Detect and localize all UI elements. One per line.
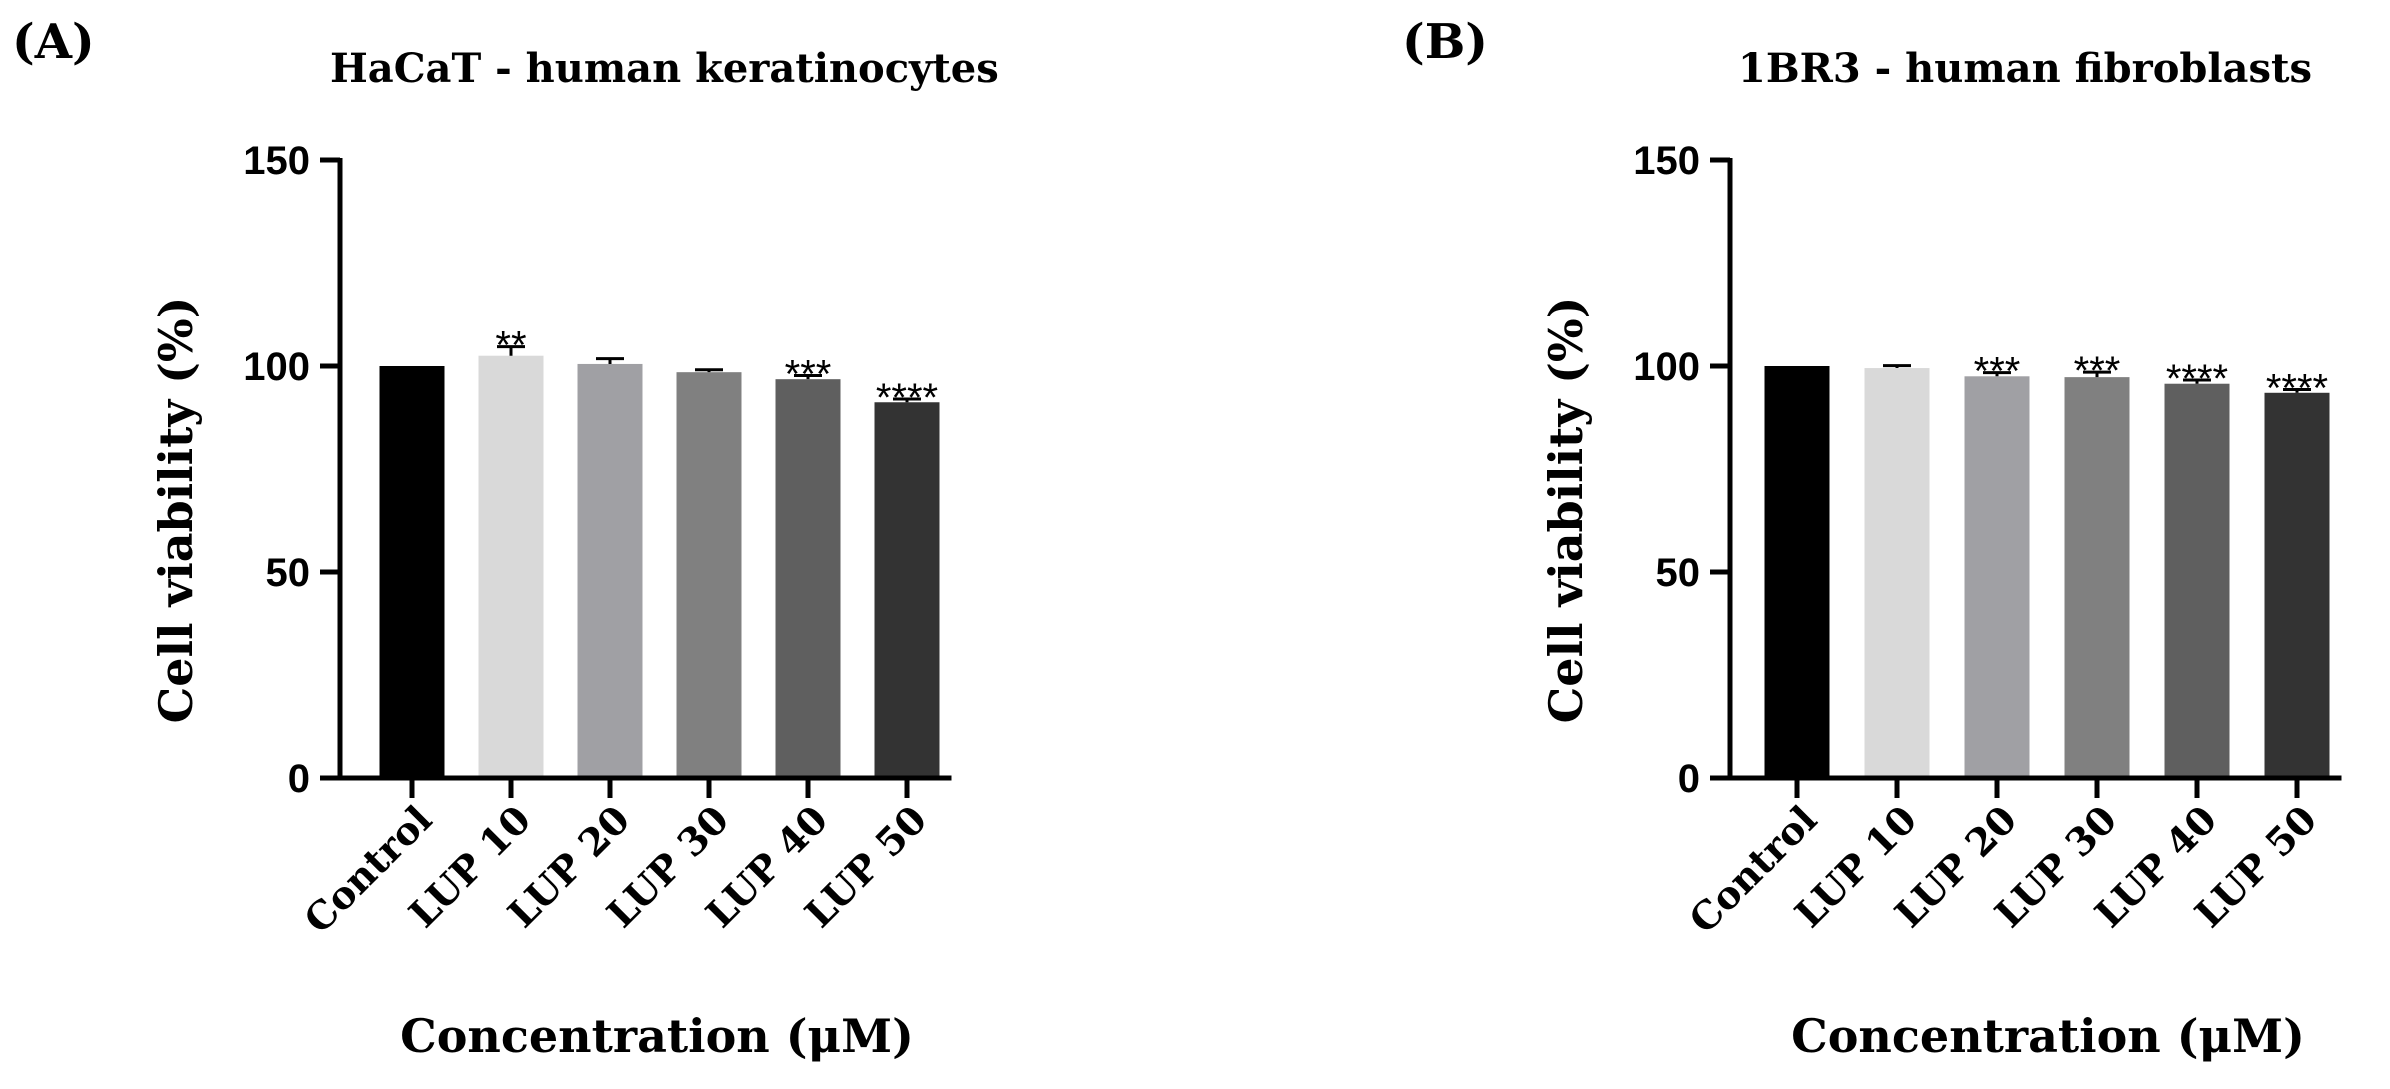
error-bar bbox=[893, 397, 921, 403]
y-tick-label: 100 bbox=[243, 345, 310, 389]
y-tick-label: 100 bbox=[1633, 345, 1700, 389]
error-bar bbox=[596, 357, 624, 364]
panel-b: (B) 1BR3 - human fibroblasts Cell viabil… bbox=[1402, 14, 2342, 1063]
y-tick-label: 150 bbox=[243, 139, 310, 183]
chart-title: 1BR3 - human fibroblasts bbox=[1738, 45, 2312, 92]
bar bbox=[478, 355, 544, 778]
y-tick-label: 0 bbox=[288, 757, 310, 801]
error-bar bbox=[2183, 378, 2211, 384]
y-axis-title: Cell viability (%) bbox=[149, 297, 203, 724]
bar bbox=[676, 372, 742, 778]
error-bar bbox=[497, 345, 525, 356]
significance-label: **** bbox=[876, 376, 938, 420]
y-ticks: 0 50 100 150 bbox=[243, 139, 340, 801]
y-tick-label: 50 bbox=[1656, 551, 1701, 595]
bar bbox=[1964, 376, 2030, 778]
significance-label: **** bbox=[2166, 357, 2228, 401]
y-tick-label: 150 bbox=[1633, 139, 1700, 183]
significance-label: ** bbox=[495, 324, 526, 368]
y-tick-label: 0 bbox=[1678, 757, 1700, 801]
x-axis-title: Concentration (μM) bbox=[400, 1009, 914, 1063]
error-bar bbox=[1883, 364, 1911, 369]
significance-label: *** bbox=[2074, 349, 2121, 393]
panel-letter: (A) bbox=[12, 14, 95, 70]
panel-a: (A) HaCaT - human keratinocytes Cell via… bbox=[12, 14, 999, 1063]
error-bar bbox=[794, 373, 822, 380]
bar bbox=[1764, 366, 1830, 778]
chart-title: HaCaT - human keratinocytes bbox=[330, 45, 999, 92]
x-axis-title: Concentration (μM) bbox=[1791, 1009, 2305, 1063]
bars: *** *** **** **** bbox=[1764, 349, 2330, 778]
bars: ********* bbox=[379, 324, 940, 778]
bar bbox=[577, 363, 643, 778]
bar bbox=[2064, 377, 2130, 778]
bar bbox=[1864, 368, 1930, 778]
error-bar bbox=[1983, 371, 2011, 377]
bar bbox=[2164, 383, 2230, 778]
significance-label: **** bbox=[2266, 366, 2328, 410]
error-bar bbox=[2083, 370, 2111, 378]
y-tick-label: 50 bbox=[266, 551, 311, 595]
bar bbox=[874, 402, 940, 778]
significance-label: *** bbox=[785, 352, 832, 396]
y-ticks: 0 50 100 150 bbox=[1633, 139, 1730, 801]
bar bbox=[775, 379, 841, 778]
bar bbox=[2264, 392, 2330, 778]
error-bar bbox=[695, 368, 723, 373]
y-axis-title: Cell viability (%) bbox=[1539, 297, 1593, 724]
bar bbox=[379, 366, 445, 778]
panel-letter: (B) bbox=[1402, 14, 1488, 70]
significance-label: *** bbox=[1974, 350, 2021, 394]
error-bar bbox=[2283, 387, 2311, 393]
